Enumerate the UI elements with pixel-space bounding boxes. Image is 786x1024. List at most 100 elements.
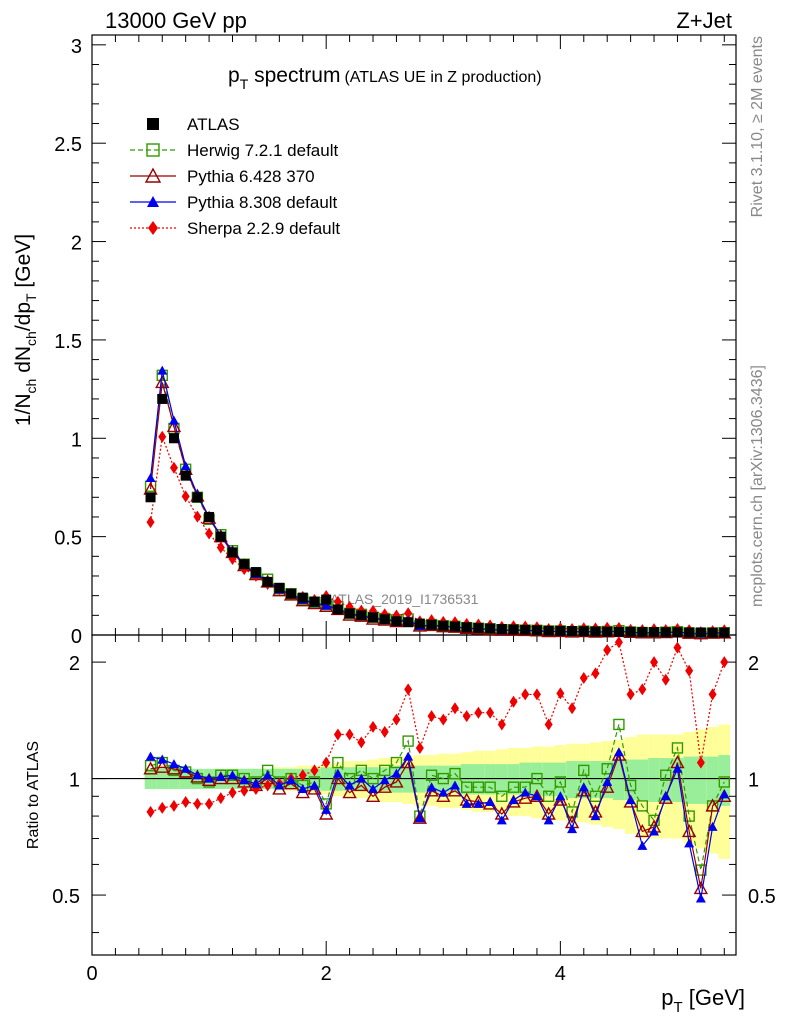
data-point [638,683,647,696]
data-point [168,759,179,769]
data-point [298,769,307,782]
data-point [357,736,366,749]
data-point [438,620,449,631]
data-point [496,815,507,825]
header-right-label: Z+Jet [676,8,732,33]
data-point [239,775,250,785]
data-point [145,473,156,483]
data-point [404,683,413,696]
band-mc-bin [484,764,496,795]
data-point [567,824,578,834]
data-point [613,747,624,757]
mcplots-source-label: mcplots.cern.ch [arXiv:1306.3436] [749,365,766,607]
data-point [181,490,190,503]
data-point [169,799,178,812]
data-point [496,790,508,802]
data-point [650,656,659,669]
data-point [707,821,718,831]
data-point [578,764,590,777]
data-point [286,775,297,785]
data-point [193,510,202,523]
data-point [484,781,496,793]
data-point [250,778,261,788]
data-point [391,768,402,778]
data-point [215,771,226,781]
legend-label: ATLAS [187,115,240,134]
data-point [554,776,567,788]
data-point [143,761,158,775]
series-sherpa-2-2-9-default-ratio [146,636,729,818]
data-point [626,688,635,701]
data-point [438,787,449,797]
data-point [543,815,554,825]
data-point [509,695,518,708]
data-point [321,594,332,605]
data-point [404,607,413,620]
data-point [543,625,554,636]
data-point [613,626,624,637]
data-point [672,763,683,773]
data-point [403,751,414,761]
data-point [613,718,625,731]
data-point [322,756,331,769]
legend-item: Herwig 7.2.1 default [130,141,338,160]
axis-tick-labels: 0 2 4 0 0.5 1 1.5 2 2.5 3 0.5 0.5 1 1 2 2 [52,36,776,985]
data-point [415,741,424,754]
data-point [365,788,381,802]
y-tick-label-ratio: 2 [69,653,80,675]
data-point [719,627,730,638]
data-point [635,824,650,838]
main-plot-subtitle: (ATLAS UE in Z production) [344,69,541,86]
data-point [158,801,167,814]
y-tick-label-ratio-right: 0.5 [748,886,776,908]
data-point [603,643,612,656]
data-point [614,636,623,649]
data-point [681,824,697,838]
data-point [426,619,437,630]
legend-item: ATLAS [147,115,240,134]
svg-text:1/Nch dNch/dpT [GeV]: 1/Nch dNch/dpT [GeV] [12,234,39,426]
data-point [146,805,155,818]
data-point [192,770,203,780]
data-point [439,713,448,726]
data-point [227,770,238,780]
data-point [449,780,460,790]
data-point [578,782,589,792]
data-point [671,742,684,754]
data-point [508,624,519,635]
legend-item: Pythia 6.428 370 [130,167,315,186]
data-point [425,769,438,781]
data-point [507,781,520,793]
data-point [309,780,320,790]
analysis-id-watermark: ATLAS_2019_I1736531 [330,591,479,607]
data-point [649,627,660,638]
legend-marker [147,196,159,207]
data-point [696,756,705,769]
data-point [192,492,203,503]
data-point [602,776,613,786]
data-point [262,770,273,780]
data-point [157,393,168,404]
data-point [330,771,346,785]
data-point [508,795,519,805]
x-tick-label: 0 [86,963,97,985]
data-point [180,763,191,773]
data-point [309,596,320,607]
data-point [531,625,542,636]
data-point [518,790,533,804]
data-point [555,625,566,636]
band-mc-bin [636,759,649,801]
x-axis-label: pT [GeV] [661,985,745,1016]
data-point [602,626,613,637]
data-point [426,782,437,792]
y-tick-label-main: 2.5 [54,134,82,156]
data-point [215,531,226,542]
data-point [168,433,179,444]
data-point [205,527,214,540]
data-point [660,791,671,801]
data-point [356,610,367,621]
data-point [157,365,168,375]
data-point [474,706,483,719]
legend-item: Sherpa 2.2.9 default [130,219,340,238]
data-point [672,627,683,638]
